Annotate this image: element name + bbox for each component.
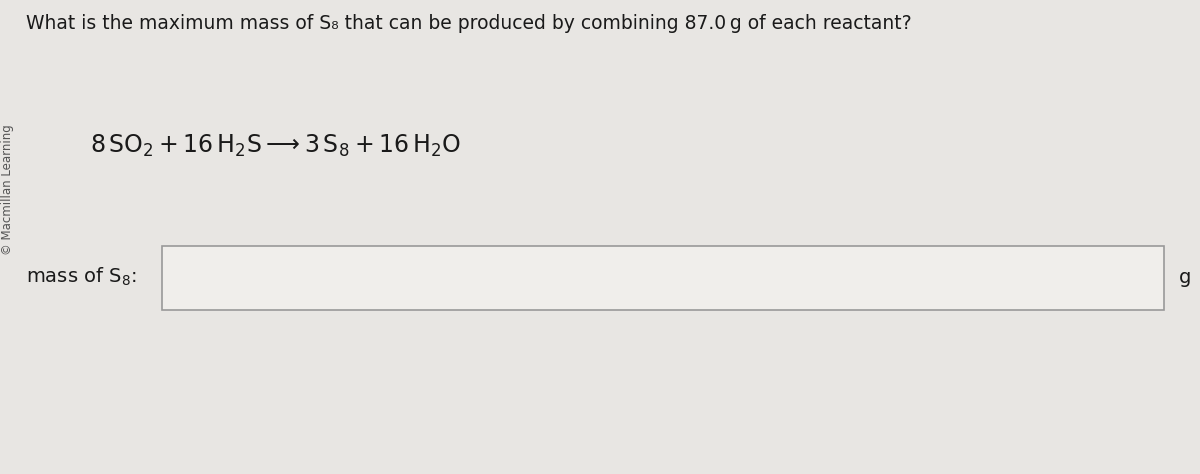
Text: g: g bbox=[1178, 268, 1190, 287]
Text: © Macmillan Learning: © Macmillan Learning bbox=[1, 124, 13, 255]
Text: What is the maximum mass of S₈ that can be produced by combining 87.0 g of each : What is the maximum mass of S₈ that can … bbox=[26, 14, 912, 33]
Text: mass of $\mathrm{S_8}$:: mass of $\mathrm{S_8}$: bbox=[26, 266, 137, 289]
Text: $8\,\mathrm{SO_2} + 16\,\mathrm{H_2S} \longrightarrow 3\,\mathrm{S_8} + 16\,\mat: $8\,\mathrm{SO_2} + 16\,\mathrm{H_2S} \l… bbox=[90, 133, 461, 159]
Bar bbox=[162, 246, 1164, 310]
